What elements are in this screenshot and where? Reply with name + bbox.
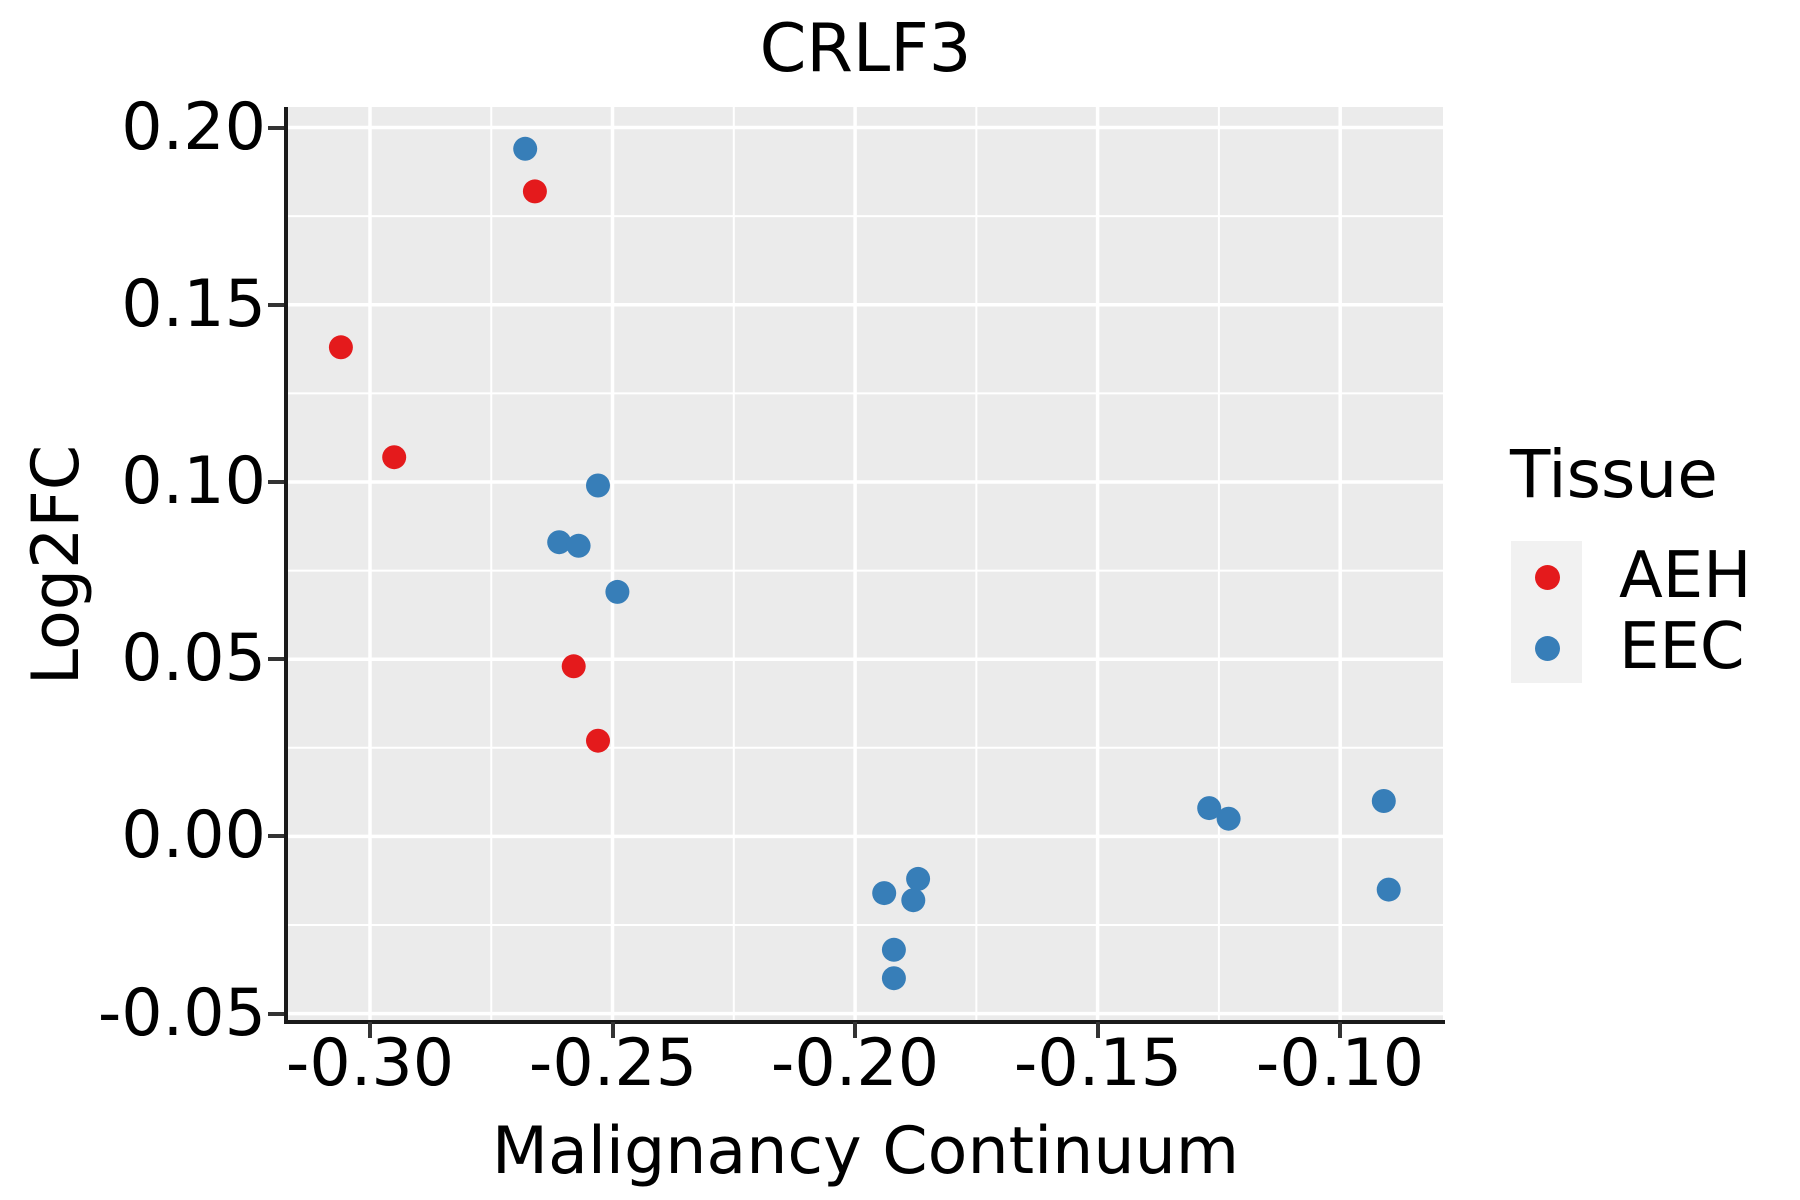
legend-item-aeh: AEH bbox=[1511, 541, 1800, 612]
data-point-eec bbox=[1216, 806, 1241, 831]
data-point-eec bbox=[881, 966, 906, 991]
legend-title: Tissue bbox=[1510, 436, 1718, 513]
y-axis-title: Log2FC bbox=[19, 444, 94, 686]
y-tick-mark bbox=[268, 834, 284, 838]
x-tick-mark bbox=[611, 1022, 615, 1038]
y-tick-label: 0.00 bbox=[121, 798, 266, 873]
legend-dot-icon bbox=[1534, 564, 1560, 590]
data-point-eec bbox=[906, 866, 931, 891]
data-point-eec bbox=[1197, 796, 1222, 821]
data-point-eec bbox=[901, 888, 926, 913]
plot-title: CRLF3 bbox=[759, 9, 972, 87]
data-point-eec bbox=[881, 937, 906, 962]
y-tick-label: -0.05 bbox=[97, 976, 266, 1051]
y-tick-mark bbox=[268, 126, 284, 130]
data-point-aeh bbox=[328, 335, 353, 360]
x-tick-mark bbox=[853, 1022, 857, 1038]
y-tick-mark bbox=[268, 657, 284, 661]
x-tick-label: -0.20 bbox=[770, 1026, 940, 1101]
plot-panel bbox=[288, 107, 1443, 1020]
data-point-eec bbox=[1371, 789, 1396, 813]
data-point-aeh bbox=[561, 654, 586, 679]
data-point-eec bbox=[513, 136, 538, 161]
data-point-eec bbox=[605, 579, 630, 604]
data-point-eec bbox=[547, 530, 572, 555]
x-tick-label: -0.30 bbox=[285, 1026, 455, 1101]
data-point-eec bbox=[586, 473, 610, 498]
y-axis-spine bbox=[284, 107, 288, 1024]
legend-label: EEC bbox=[1619, 610, 1745, 684]
y-tick-label: 0.10 bbox=[121, 444, 266, 519]
x-tick-mark bbox=[1338, 1022, 1342, 1038]
chart-canvas bbox=[288, 107, 1443, 1020]
legend-key bbox=[1511, 541, 1582, 612]
x-axis-spine bbox=[284, 1020, 1445, 1024]
legend-item-eec: EEC bbox=[1511, 612, 1800, 683]
x-tick-label: -0.25 bbox=[528, 1026, 698, 1101]
legend-label: AEH bbox=[1619, 539, 1752, 613]
y-tick-label: 0.15 bbox=[121, 267, 266, 342]
data-point-eec bbox=[872, 881, 897, 906]
y-tick-mark bbox=[268, 1012, 284, 1016]
y-tick-label: 0.05 bbox=[121, 621, 266, 696]
legend-dot-icon bbox=[1534, 635, 1560, 661]
x-tick-mark bbox=[1096, 1022, 1100, 1038]
x-tick-label: -0.10 bbox=[1255, 1026, 1425, 1101]
legend-key bbox=[1511, 612, 1582, 683]
data-point-eec bbox=[1376, 877, 1401, 902]
x-axis-title: Malignancy Continuum bbox=[491, 1114, 1240, 1189]
data-point-eec bbox=[566, 533, 591, 558]
x-tick-label: -0.15 bbox=[1013, 1026, 1183, 1101]
data-point-aeh bbox=[522, 179, 547, 204]
x-tick-mark bbox=[368, 1022, 372, 1038]
y-tick-mark bbox=[268, 303, 284, 307]
data-point-aeh bbox=[382, 445, 407, 470]
y-tick-mark bbox=[268, 480, 284, 484]
data-point-aeh bbox=[586, 728, 610, 753]
y-tick-label: 0.20 bbox=[121, 90, 266, 165]
